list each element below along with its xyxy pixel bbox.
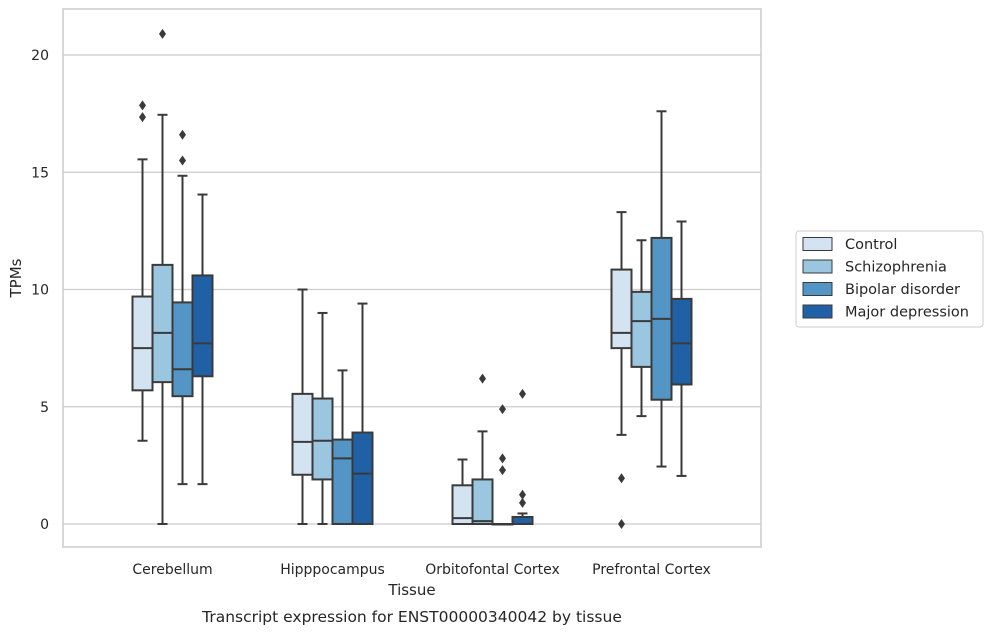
y-gridlines [63,54,761,525]
box-control-3 [610,211,633,529]
box-schizophrenia-1 [311,311,334,525]
outlier-point [519,497,526,508]
outlier-point [618,473,625,484]
box-iqr [670,297,693,386]
box-iqr [630,290,653,368]
y-tick-label: 20 [31,48,49,64]
outlier-point [499,404,506,415]
outlier-point [618,519,625,529]
box-control-0 [131,100,154,442]
box-control-1 [291,288,314,525]
box-bipolar-disorder-0 [171,129,194,486]
box-iqr [311,397,334,481]
box-iqr [151,263,174,384]
box-schizophrenia-0 [151,28,174,525]
box-schizophrenia-2 [471,373,494,526]
box-iqr [351,431,374,526]
legend-swatch [802,237,833,251]
box-iqr [471,478,494,526]
y-tick-labels: 0 5 10 15 20 [31,48,49,533]
legend-label: Control [845,237,897,253]
legend-swatch [802,304,833,319]
legend-swatch [802,259,833,274]
outlier-point [499,465,506,476]
chart-caption: Transcript expression for ENST0000034004… [201,608,622,626]
box-iqr [171,301,194,398]
box-bipolar-disorder-3 [650,110,673,468]
box-iqr [291,392,314,476]
x-tick-label: Hipppocampus [280,562,385,578]
y-tick-label: 10 [31,283,49,299]
outlier-point [179,155,186,166]
box-major-depression-1 [351,302,374,526]
y-axis-label: TPMs [7,258,25,298]
y-tick-label: 5 [40,400,49,416]
box-major-depression-0 [191,193,214,486]
x-tick-labels: Cerebellum Hipppocampus Orbitofontal Corte… [132,562,710,578]
box-schizophrenia-3 [630,239,653,418]
y-tick-label: 15 [31,165,49,181]
legend-label: Schizophrenia [845,260,947,276]
box-major-depression-2 [511,388,534,526]
outlier-point [479,373,486,384]
box-iqr [610,268,633,350]
x-axis-label: Tissue [387,581,435,599]
box-major-depression-3 [670,220,693,477]
box-iqr [511,515,534,526]
legend-label: Bipolar disorder [845,282,960,298]
x-tick-label: Cerebellum [132,562,212,578]
legend-swatch [802,282,833,296]
legend-label: Major depression [845,305,969,321]
box-bipolar-disorder-1 [331,369,354,525]
y-tick-label: 0 [40,517,49,533]
outlier-point [519,388,526,399]
boxes-layer [131,28,693,529]
outlier-point [519,489,526,500]
box-iqr [331,438,354,525]
outlier-point [179,129,186,140]
outlier-point [139,100,146,111]
legend: Control Schizophrenia Bipolar disorder Majo… [795,230,984,328]
plot-background [63,9,761,547]
legend-frame [795,230,984,328]
plot-frame [62,8,762,548]
outlier-point [139,112,146,123]
x-tick-label: Prefrontal Cortex [592,562,711,578]
outlier-point [159,28,166,39]
outlier-point [499,453,506,464]
x-tick-label: Orbitofontal Cortex [425,562,560,578]
box-bipolar-disorder-2 [491,404,514,526]
box-iqr [191,274,214,378]
box-iqr [131,295,154,392]
